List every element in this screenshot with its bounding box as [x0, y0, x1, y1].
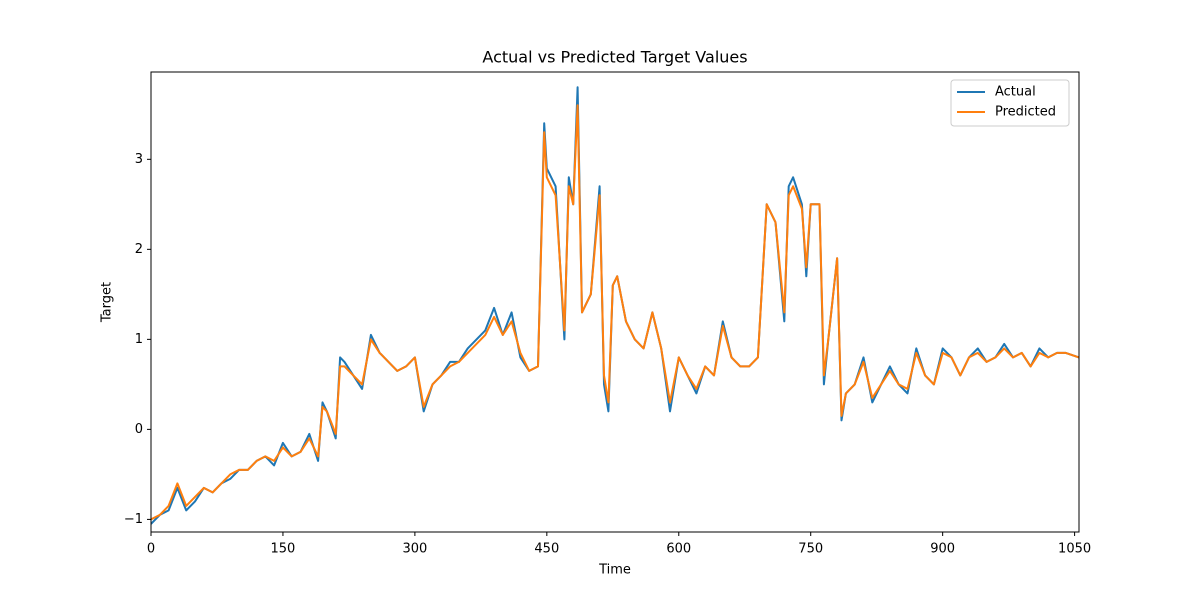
x-tick-label: 900 [930, 542, 955, 557]
x-tick-label: 450 [534, 542, 559, 557]
x-tick-label: 0 [147, 542, 155, 557]
series-line [151, 86, 1079, 525]
x-tick-label: 300 [402, 542, 427, 557]
y-tick-label: 1 [135, 332, 143, 347]
y-tick-label: 3 [135, 152, 143, 167]
y-tick-label: 2 [135, 242, 143, 257]
y-tick-label: −1 [124, 512, 143, 527]
x-axis-label: Time [598, 563, 631, 578]
plot-frame [150, 71, 1080, 533]
x-tick-label: 1050 [1058, 542, 1091, 557]
legend-label: Predicted [995, 105, 1056, 120]
y-tick-label: 0 [135, 422, 143, 437]
y-axis-label: Target [100, 282, 115, 323]
x-tick-label: 600 [666, 542, 691, 557]
x-tick-label: 150 [271, 542, 296, 557]
legend-label: Actual [995, 85, 1036, 100]
series-line [151, 104, 1079, 521]
x-tick-label: 750 [798, 542, 823, 557]
chart-title: Actual vs Predicted Target Values [482, 48, 747, 67]
